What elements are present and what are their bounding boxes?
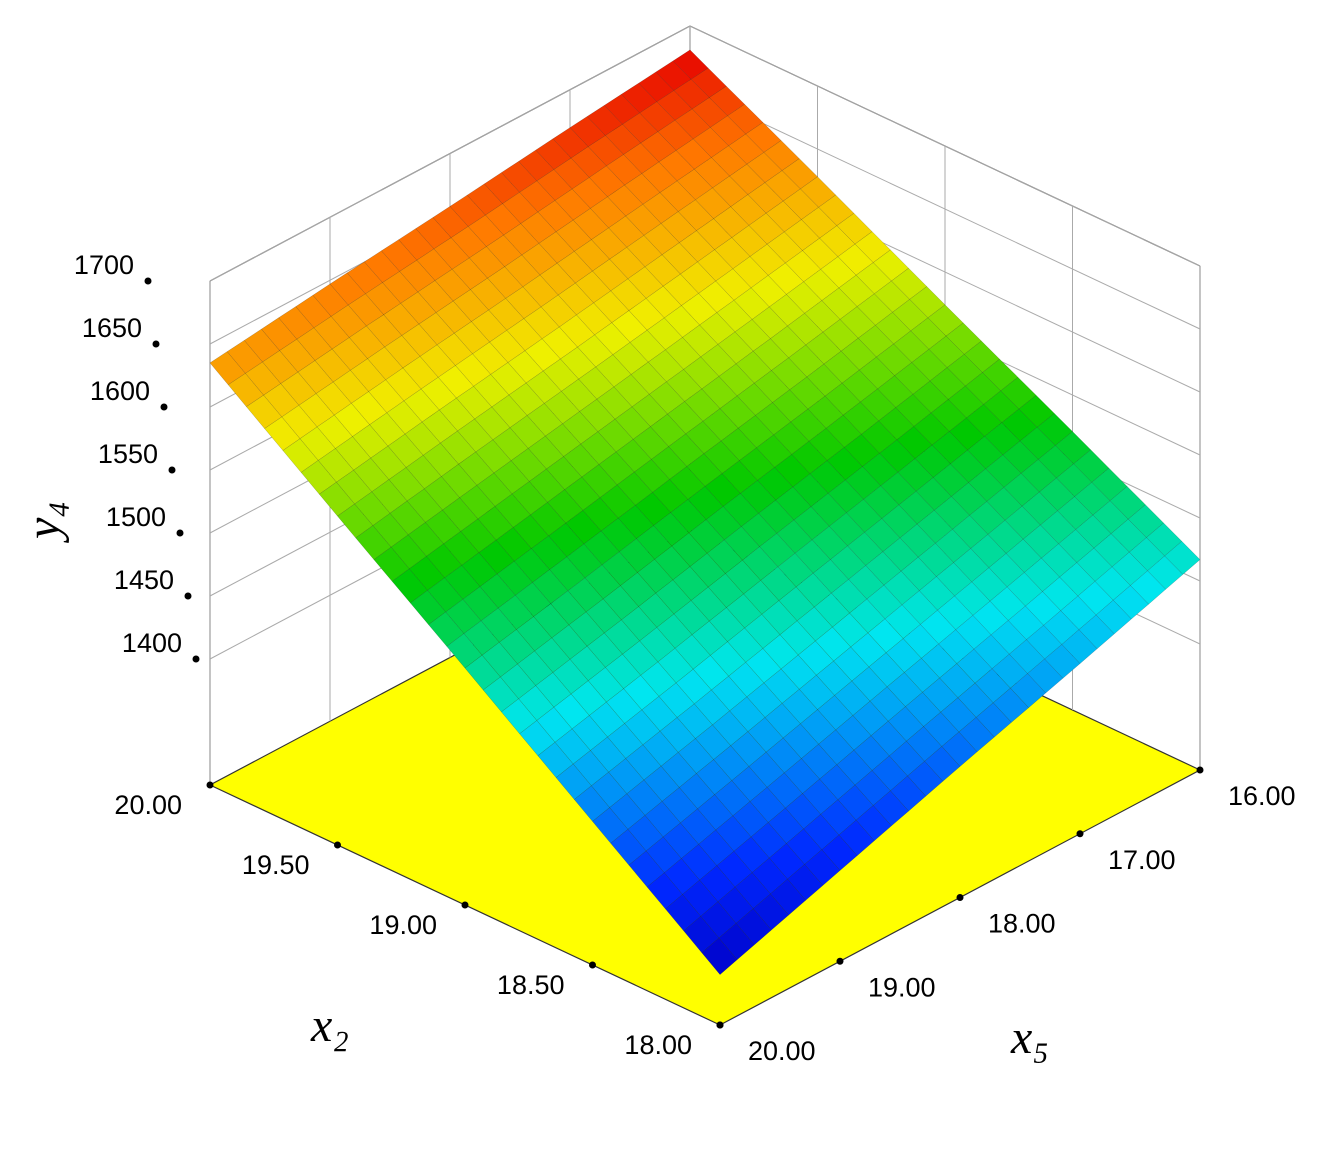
x-tick (461, 901, 469, 909)
y-tick-label: 18.00 (988, 909, 1056, 939)
surface-patch (391, 568, 428, 604)
z-axis-title: y₄ (17, 501, 70, 544)
x-tick-label: 18.00 (624, 1030, 692, 1060)
surface-patch (573, 785, 610, 822)
surface-patch (227, 373, 264, 408)
z-tick-label: 1700 (74, 250, 134, 280)
z-tick-label: 1550 (98, 439, 158, 469)
surface-patch (610, 828, 647, 866)
z-tick-label: 1600 (90, 376, 150, 406)
z-tick (152, 340, 160, 348)
x-axis-title: x₂ (310, 999, 349, 1052)
z-tick-label: 1500 (106, 502, 166, 532)
x-tick-label: 19.50 (242, 850, 310, 880)
z-tick (168, 466, 176, 474)
y-tick-label: 20.00 (748, 1036, 816, 1066)
y-tick (1196, 766, 1204, 774)
z-tick (184, 592, 192, 600)
z-tick (176, 529, 184, 537)
y-tick-label: 17.00 (1108, 845, 1176, 875)
z-tick-label: 1650 (82, 313, 142, 343)
z-tick (144, 277, 152, 285)
y-tick (1076, 830, 1084, 838)
z-tick-label: 1450 (114, 565, 174, 595)
y-tick (716, 1021, 724, 1029)
surface-patch (683, 915, 720, 954)
y-tick (836, 957, 844, 965)
y-tick-label: 19.00 (868, 972, 936, 1002)
z-tick (192, 655, 200, 663)
x-tick-label: 19.00 (369, 910, 437, 940)
surface-patch (373, 546, 410, 582)
y-tick-label: 16.00 (1228, 781, 1296, 811)
y-tick (956, 894, 964, 901)
z-tick (160, 403, 168, 411)
x-tick (334, 841, 341, 849)
x-tick (206, 781, 214, 789)
x-tick-label: 18.50 (497, 970, 565, 1000)
surface-patch (337, 503, 374, 539)
surface-patch (592, 807, 629, 844)
plot-area: 18.00 18.50 19.00 19.50 20.00 16.00 17.00 18.00… (74, 25, 1296, 1066)
x-tick-label: 20.00 (114, 790, 182, 820)
y-axis-title: x₅ (1010, 1011, 1049, 1064)
surface-patch (482, 676, 519, 713)
z-tick-label: 1400 (122, 628, 182, 658)
x-tick (589, 961, 596, 969)
surface-patch (501, 698, 538, 735)
surface-patch (701, 937, 738, 975)
